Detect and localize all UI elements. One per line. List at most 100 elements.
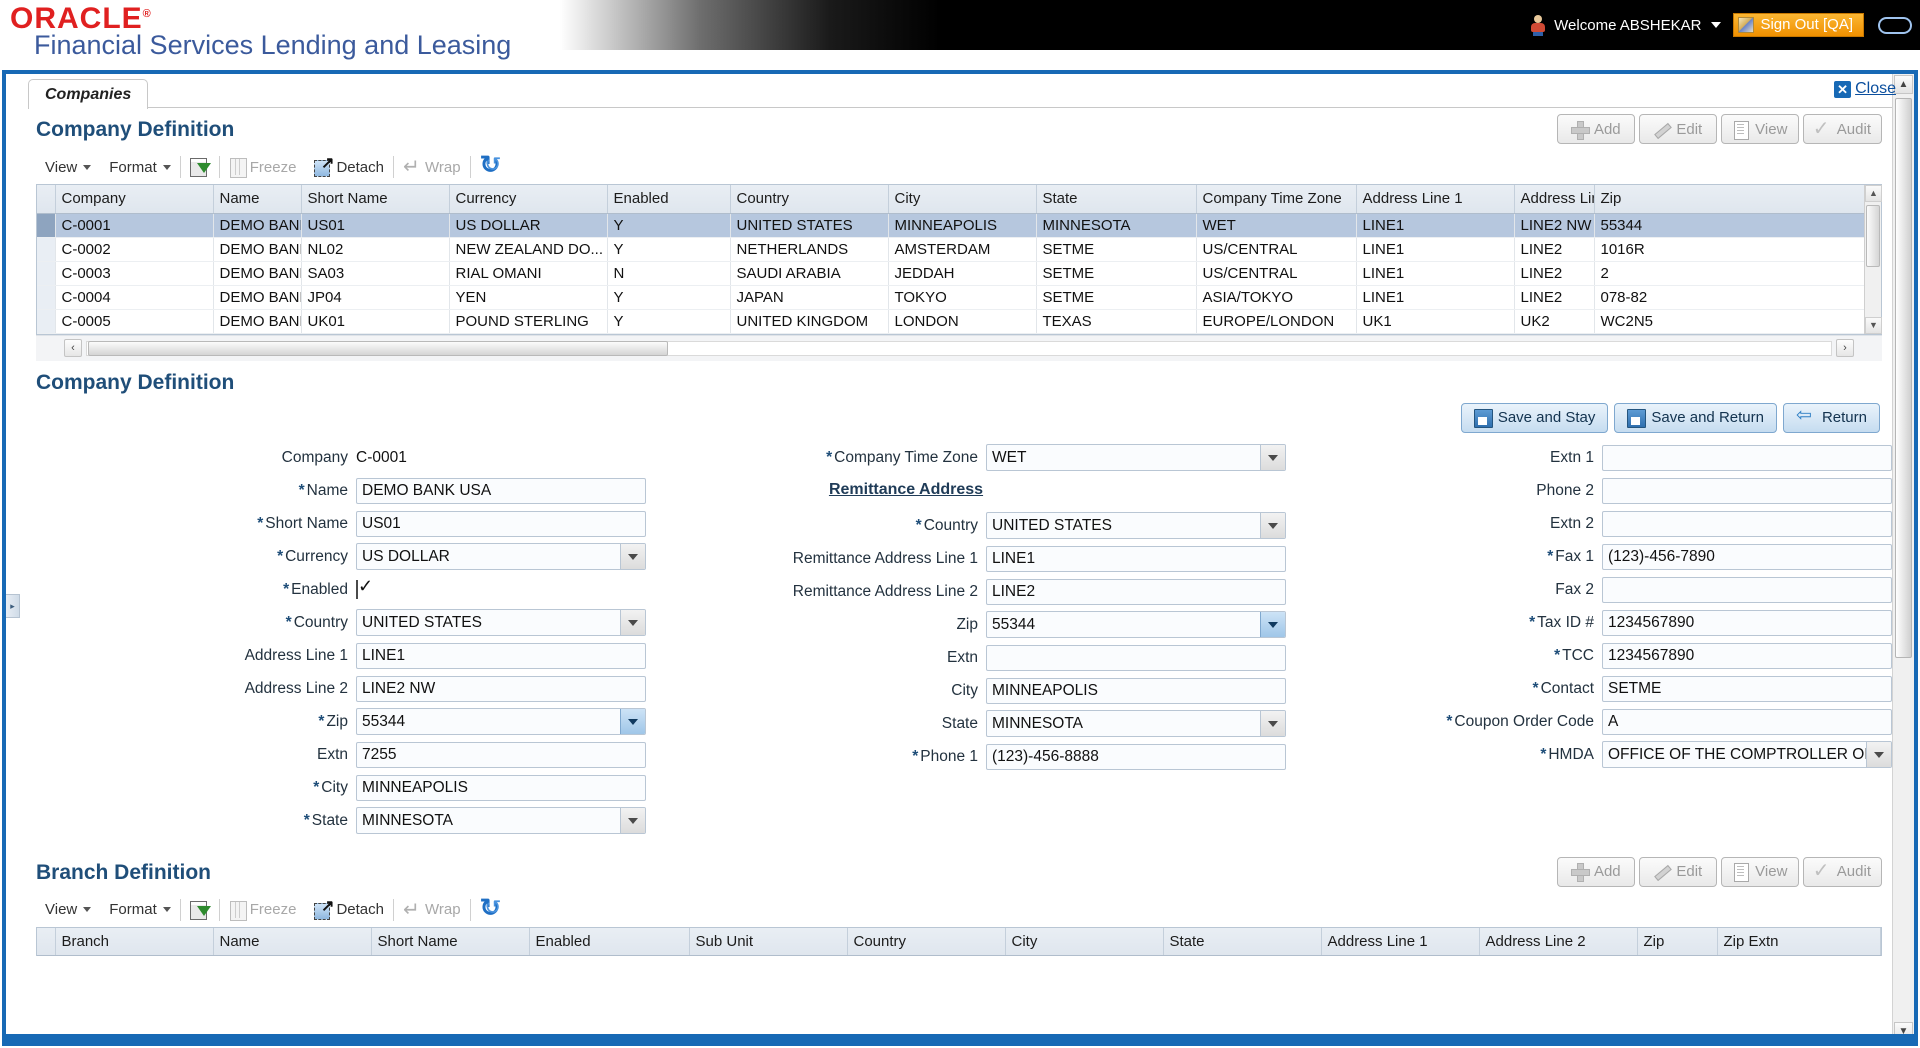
city-input[interactable]: MINNEAPOLIS xyxy=(356,774,646,801)
extn-input[interactable]: 7255 xyxy=(356,741,646,768)
sign-out-button[interactable]: Sign Out [QA] xyxy=(1733,13,1864,37)
close-icon[interactable]: ✕ xyxy=(1834,80,1852,98)
grid-vertical-scrollbar[interactable]: ▲ ▼ xyxy=(1864,185,1882,334)
column-header[interactable]: Country xyxy=(847,927,1006,956)
tax-id-input[interactable]: 1234567890 xyxy=(1602,609,1892,636)
query-by-example-button[interactable] xyxy=(181,150,219,184)
chevron-down-icon[interactable] xyxy=(1866,742,1891,767)
branch-view-menu[interactable]: View xyxy=(36,893,100,927)
state-select[interactable]: MINNESOTA xyxy=(356,807,646,834)
country-select[interactable]: UNITED STATES xyxy=(356,609,646,636)
table-row[interactable]: C-0003 DEMO BANK SA SA03 RIAL OMANI N SA… xyxy=(37,261,1881,286)
row-selector[interactable] xyxy=(37,309,56,334)
column-header[interactable]: City xyxy=(888,185,1037,214)
phone-1-input[interactable]: (123)-456-8888 xyxy=(986,743,1286,770)
short-name-input[interactable]: US01 xyxy=(356,510,646,537)
column-header[interactable]: Name xyxy=(213,185,302,214)
column-header[interactable]: Short Name xyxy=(301,185,450,214)
tcc-input[interactable]: 1234567890 xyxy=(1602,642,1892,669)
sidebar-expand-handle[interactable] xyxy=(6,594,20,618)
currency-select[interactable]: US DOLLAR xyxy=(356,543,646,570)
column-header[interactable]: Zip Extn xyxy=(1717,927,1881,956)
chevron-down-icon[interactable] xyxy=(620,544,645,569)
branch-format-menu[interactable]: Format xyxy=(100,893,180,927)
company-time-zone-select[interactable]: WET xyxy=(986,444,1286,471)
close-control[interactable]: ✕ Close xyxy=(1834,80,1896,98)
list-of-values-icon[interactable] xyxy=(620,709,645,734)
tab-companies[interactable]: Companies xyxy=(28,79,149,109)
name-input[interactable]: DEMO BANK USA xyxy=(356,477,646,504)
column-header[interactable]: Zip xyxy=(1637,927,1718,956)
list-of-values-icon[interactable] xyxy=(1260,612,1285,637)
scroll-right-icon[interactable]: › xyxy=(1836,338,1854,357)
refresh-button[interactable] xyxy=(471,150,511,184)
column-header[interactable]: Branch xyxy=(55,927,214,956)
save-and-stay-button[interactable]: Save and Stay xyxy=(1460,402,1609,433)
add-button[interactable]: Add xyxy=(1556,114,1635,144)
column-header[interactable]: State xyxy=(1163,927,1322,956)
table-row[interactable]: C-0005 DEMO BANK UK UK01 POUND STERLING … xyxy=(37,309,1881,334)
detach-button[interactable]: Detach xyxy=(305,150,393,184)
chevron-down-icon[interactable] xyxy=(620,610,645,635)
address-line-2-input[interactable]: LINE2 NW xyxy=(356,675,646,702)
view-menu[interactable]: View xyxy=(36,150,100,184)
branch-query-by-example-button[interactable] xyxy=(181,893,219,927)
return-button[interactable]: Return xyxy=(1782,402,1880,433)
scroll-down-icon[interactable]: ▼ xyxy=(1865,316,1882,334)
column-header[interactable]: Enabled xyxy=(529,927,690,956)
extn-2-input[interactable] xyxy=(1602,510,1892,537)
address-line-1-input[interactable]: LINE1 xyxy=(356,642,646,669)
column-header[interactable]: Address Line 2 xyxy=(1514,185,1595,214)
remittance-country-select[interactable]: UNITED STATES xyxy=(986,512,1286,539)
remittance-zip-lov[interactable]: 55344 xyxy=(986,611,1286,638)
remittance-extn-input[interactable] xyxy=(986,644,1286,671)
column-header[interactable]: Address Line 2 xyxy=(1479,927,1638,956)
row-selector[interactable] xyxy=(37,285,56,310)
scroll-up-icon[interactable]: ▲ xyxy=(1865,185,1882,202)
page-scroll-thumb[interactable] xyxy=(1895,98,1912,658)
column-header[interactable]: Currency xyxy=(449,185,608,214)
grid-horizontal-scrollbar[interactable]: ‹ › xyxy=(36,334,1882,361)
audit-button[interactable]: Audit xyxy=(1802,114,1882,144)
column-header[interactable]: Zip xyxy=(1594,185,1881,214)
branch-view-button[interactable]: View xyxy=(1720,856,1799,887)
branch-refresh-button[interactable] xyxy=(471,893,511,927)
chevron-down-icon[interactable] xyxy=(1260,513,1285,538)
remittance-address-line-2-input[interactable]: LINE2 xyxy=(986,578,1286,605)
format-menu[interactable]: Format xyxy=(100,150,180,184)
branch-audit-button[interactable]: Audit xyxy=(1802,856,1882,887)
scroll-thumb[interactable] xyxy=(1866,205,1880,267)
hmda-select[interactable]: OFFICE OF THE COMPTROLLER OF T xyxy=(1602,741,1892,768)
fax-1-input[interactable]: (123)-456-7890 xyxy=(1602,543,1892,570)
row-selector[interactable] xyxy=(37,237,56,262)
table-row[interactable]: C-0001 DEMO BANK USA US01 US DOLLAR Y UN… xyxy=(37,213,1881,238)
zip-lov[interactable]: 55344 xyxy=(356,708,646,735)
remittance-state-select[interactable]: MINNESOTA xyxy=(986,710,1286,737)
welcome-label[interactable]: Welcome ABSHEKAR xyxy=(1554,16,1702,34)
row-selector[interactable] xyxy=(37,261,56,286)
chevron-down-icon[interactable] xyxy=(1711,22,1722,28)
scroll-left-icon[interactable]: ‹ xyxy=(64,338,82,357)
contact-input[interactable]: SETME xyxy=(1602,675,1892,702)
hscroll-thumb[interactable] xyxy=(88,340,668,356)
table-row[interactable]: C-0002 DEMO BANK NL NL02 NEW ZEALAND DO.… xyxy=(37,237,1881,262)
column-header[interactable]: Enabled xyxy=(607,185,731,214)
branch-add-button[interactable]: Add xyxy=(1556,856,1635,887)
extn-1-input[interactable] xyxy=(1602,444,1892,471)
table-row[interactable]: C-0004 DEMO BANK JP JP04 YEN Y JAPAN TOK… xyxy=(37,285,1881,310)
remittance-address-line-1-input[interactable]: LINE1 xyxy=(986,545,1286,572)
enabled-checkbox[interactable] xyxy=(356,579,358,599)
fax-2-input[interactable] xyxy=(1602,576,1892,603)
branch-detach-button[interactable]: Detach xyxy=(305,893,393,927)
column-header[interactable]: City xyxy=(1005,927,1164,956)
view-button[interactable]: View xyxy=(1720,114,1799,144)
chevron-down-icon[interactable] xyxy=(620,808,645,833)
chevron-down-icon[interactable] xyxy=(1260,445,1285,470)
branch-edit-button[interactable]: Edit xyxy=(1638,856,1717,887)
close-link[interactable]: Close xyxy=(1855,80,1896,97)
column-header[interactable]: Name xyxy=(213,927,372,956)
column-header[interactable]: Country xyxy=(730,185,889,214)
chevron-down-icon[interactable] xyxy=(1260,711,1285,736)
page-vertical-scrollbar[interactable]: ▲ ▼ xyxy=(1892,74,1914,1042)
column-header[interactable]: Short Name xyxy=(371,927,530,956)
